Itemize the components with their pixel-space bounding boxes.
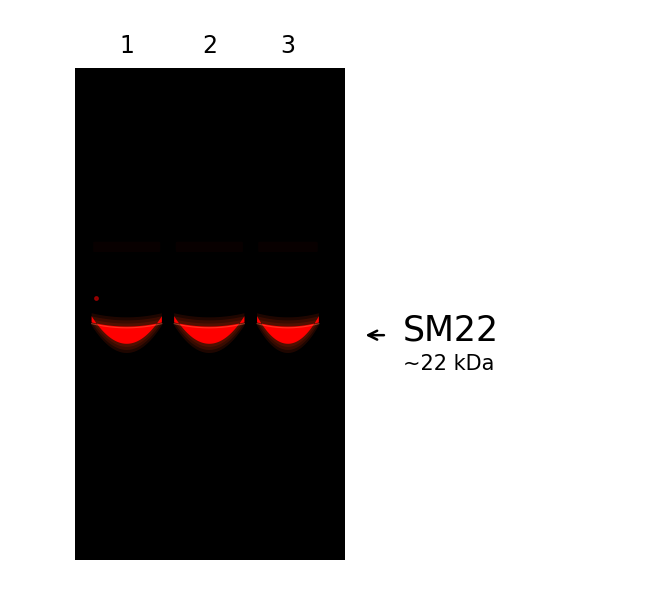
Polygon shape [257,313,318,353]
Polygon shape [174,319,244,347]
Text: 1: 1 [120,34,134,58]
FancyBboxPatch shape [93,242,161,252]
Polygon shape [174,316,244,344]
Polygon shape [92,316,162,344]
FancyBboxPatch shape [176,242,243,252]
Polygon shape [257,319,318,347]
Polygon shape [174,313,244,353]
Polygon shape [257,316,318,344]
Polygon shape [257,316,318,350]
Text: 3: 3 [280,34,296,58]
Text: ~22 kDa: ~22 kDa [403,354,495,374]
Polygon shape [92,316,162,350]
FancyBboxPatch shape [258,242,318,252]
FancyBboxPatch shape [93,242,161,252]
Bar [75,68,344,560]
Polygon shape [92,313,162,353]
FancyBboxPatch shape [176,242,243,252]
FancyBboxPatch shape [258,242,318,252]
Text: SM22: SM22 [403,314,499,348]
FancyBboxPatch shape [176,242,243,252]
Polygon shape [174,316,244,350]
FancyBboxPatch shape [258,242,318,252]
Text: 2: 2 [202,34,217,58]
FancyBboxPatch shape [93,242,161,252]
Polygon shape [92,319,162,347]
